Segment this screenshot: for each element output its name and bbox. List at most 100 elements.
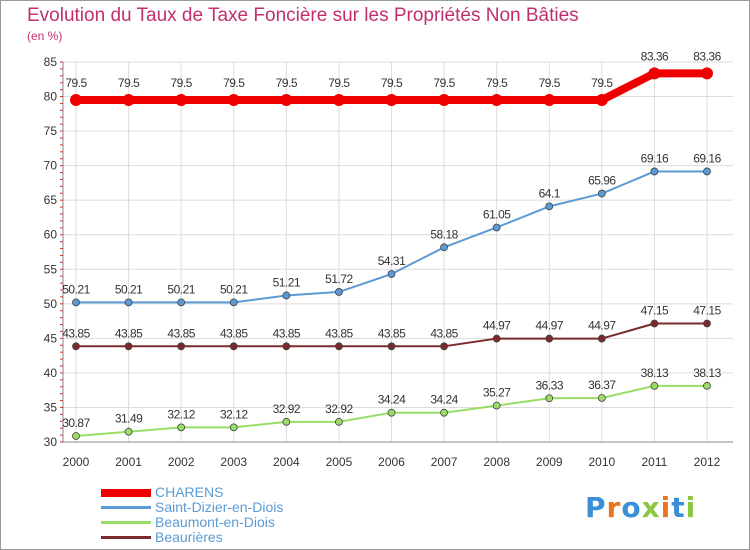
data-point bbox=[124, 298, 133, 307]
logo-letter: i bbox=[660, 491, 672, 524]
data-point bbox=[72, 432, 80, 440]
data-point bbox=[72, 298, 80, 307]
plot-area bbox=[63, 62, 733, 442]
data-label: 43.85 bbox=[115, 326, 143, 340]
data-label: 32.92 bbox=[325, 402, 353, 416]
data-label: 69.16 bbox=[641, 151, 669, 165]
legend-swatch-beaurieres bbox=[101, 536, 151, 539]
proxiti-logo: Proxiti bbox=[585, 491, 696, 524]
data-point bbox=[492, 223, 501, 232]
data-point bbox=[282, 291, 291, 300]
legend-label-beaurieres: Beaurières bbox=[155, 529, 223, 545]
data-label: 79.5 bbox=[381, 76, 403, 90]
data-label: 35.27 bbox=[483, 386, 511, 400]
data-point bbox=[124, 342, 133, 351]
data-point bbox=[440, 243, 448, 252]
data-point bbox=[490, 94, 503, 106]
data-point bbox=[282, 342, 291, 351]
data-label: 34.24 bbox=[378, 393, 406, 407]
data-point bbox=[229, 423, 238, 432]
data-point bbox=[438, 94, 451, 106]
data-point bbox=[440, 342, 448, 351]
data-label: 34.24 bbox=[430, 393, 458, 407]
data-label: 51.21 bbox=[273, 275, 301, 289]
data-label: 36.37 bbox=[588, 378, 616, 392]
data-point bbox=[177, 423, 186, 432]
data-label: 32.92 bbox=[273, 402, 301, 416]
x-tick-label: 2010 bbox=[588, 455, 615, 469]
data-label: 43.85 bbox=[430, 326, 458, 340]
data-point bbox=[545, 202, 554, 211]
data-label: 43.85 bbox=[220, 326, 248, 340]
data-point bbox=[597, 334, 606, 343]
data-point bbox=[703, 319, 711, 328]
data-point bbox=[543, 94, 556, 106]
data-point bbox=[650, 167, 659, 176]
logo-letter: r bbox=[606, 491, 622, 524]
data-label: 79.5 bbox=[118, 76, 140, 90]
data-label: 36.33 bbox=[535, 378, 563, 392]
data-point bbox=[385, 94, 398, 106]
logo-letter: x bbox=[641, 491, 661, 524]
data-label: 43.85 bbox=[378, 326, 406, 340]
data-label: 32.12 bbox=[167, 407, 195, 421]
data-point bbox=[177, 298, 186, 307]
x-tick-label: 2005 bbox=[326, 455, 353, 469]
data-label: 83.36 bbox=[641, 49, 669, 63]
y-tick-label: 70 bbox=[44, 159, 58, 173]
logo-letter: P bbox=[585, 491, 607, 524]
data-label: 79.5 bbox=[223, 76, 245, 90]
data-point bbox=[70, 94, 82, 106]
data-point bbox=[597, 189, 606, 198]
logo-letter: i bbox=[685, 491, 697, 524]
data-point bbox=[703, 381, 711, 390]
y-tick-label: 40 bbox=[44, 366, 58, 380]
data-point bbox=[335, 417, 343, 426]
chart-title: Evolution du Taux de Taxe Foncière sur l… bbox=[27, 5, 579, 26]
data-label: 32.12 bbox=[220, 407, 248, 421]
data-point bbox=[440, 408, 448, 417]
y-tick-label: 80 bbox=[44, 90, 58, 104]
data-label: 38.13 bbox=[693, 366, 721, 380]
x-tick-label: 2007 bbox=[431, 455, 458, 469]
y-tick-label: 60 bbox=[44, 228, 58, 242]
data-point bbox=[335, 288, 343, 296]
data-label: 51.72 bbox=[325, 272, 353, 286]
data-point bbox=[387, 408, 396, 417]
data-label: 47.15 bbox=[693, 304, 721, 318]
legend-label-saint-dizier: Saint-Dizier-en-Diois bbox=[155, 499, 284, 515]
y-tick-label: 65 bbox=[44, 193, 58, 207]
data-label: 43.85 bbox=[325, 326, 353, 340]
data-point bbox=[387, 270, 396, 278]
x-tick-label: 2008 bbox=[483, 455, 510, 469]
data-point bbox=[545, 334, 554, 343]
data-point bbox=[280, 94, 293, 106]
data-label: 64.1 bbox=[539, 186, 561, 200]
data-point bbox=[492, 401, 501, 410]
x-tick-label: 2012 bbox=[694, 455, 721, 469]
data-label: 79.5 bbox=[328, 76, 350, 90]
data-label: 79.5 bbox=[433, 76, 455, 90]
y-tick-label: 30 bbox=[44, 435, 58, 449]
data-point bbox=[124, 427, 133, 436]
data-label: 58.18 bbox=[430, 227, 458, 241]
data-point bbox=[332, 94, 345, 106]
y-tick-label: 35 bbox=[44, 400, 58, 414]
legend-label-beaumont: Beaumont-en-Diois bbox=[155, 514, 275, 530]
data-label: 50.21 bbox=[62, 282, 90, 296]
data-label: 44.97 bbox=[588, 319, 616, 333]
data-point bbox=[229, 298, 238, 307]
data-label: 50.21 bbox=[220, 282, 248, 296]
legend-swatch-saint-dizier bbox=[101, 506, 151, 509]
data-label: 79.5 bbox=[539, 76, 561, 90]
data-point bbox=[282, 417, 291, 426]
data-point bbox=[387, 342, 396, 351]
data-point bbox=[650, 319, 659, 328]
data-label: 30.87 bbox=[62, 416, 90, 430]
data-point bbox=[701, 67, 713, 80]
x-tick-label: 2004 bbox=[273, 455, 300, 469]
data-label: 79.5 bbox=[486, 76, 508, 90]
data-point bbox=[703, 167, 711, 176]
